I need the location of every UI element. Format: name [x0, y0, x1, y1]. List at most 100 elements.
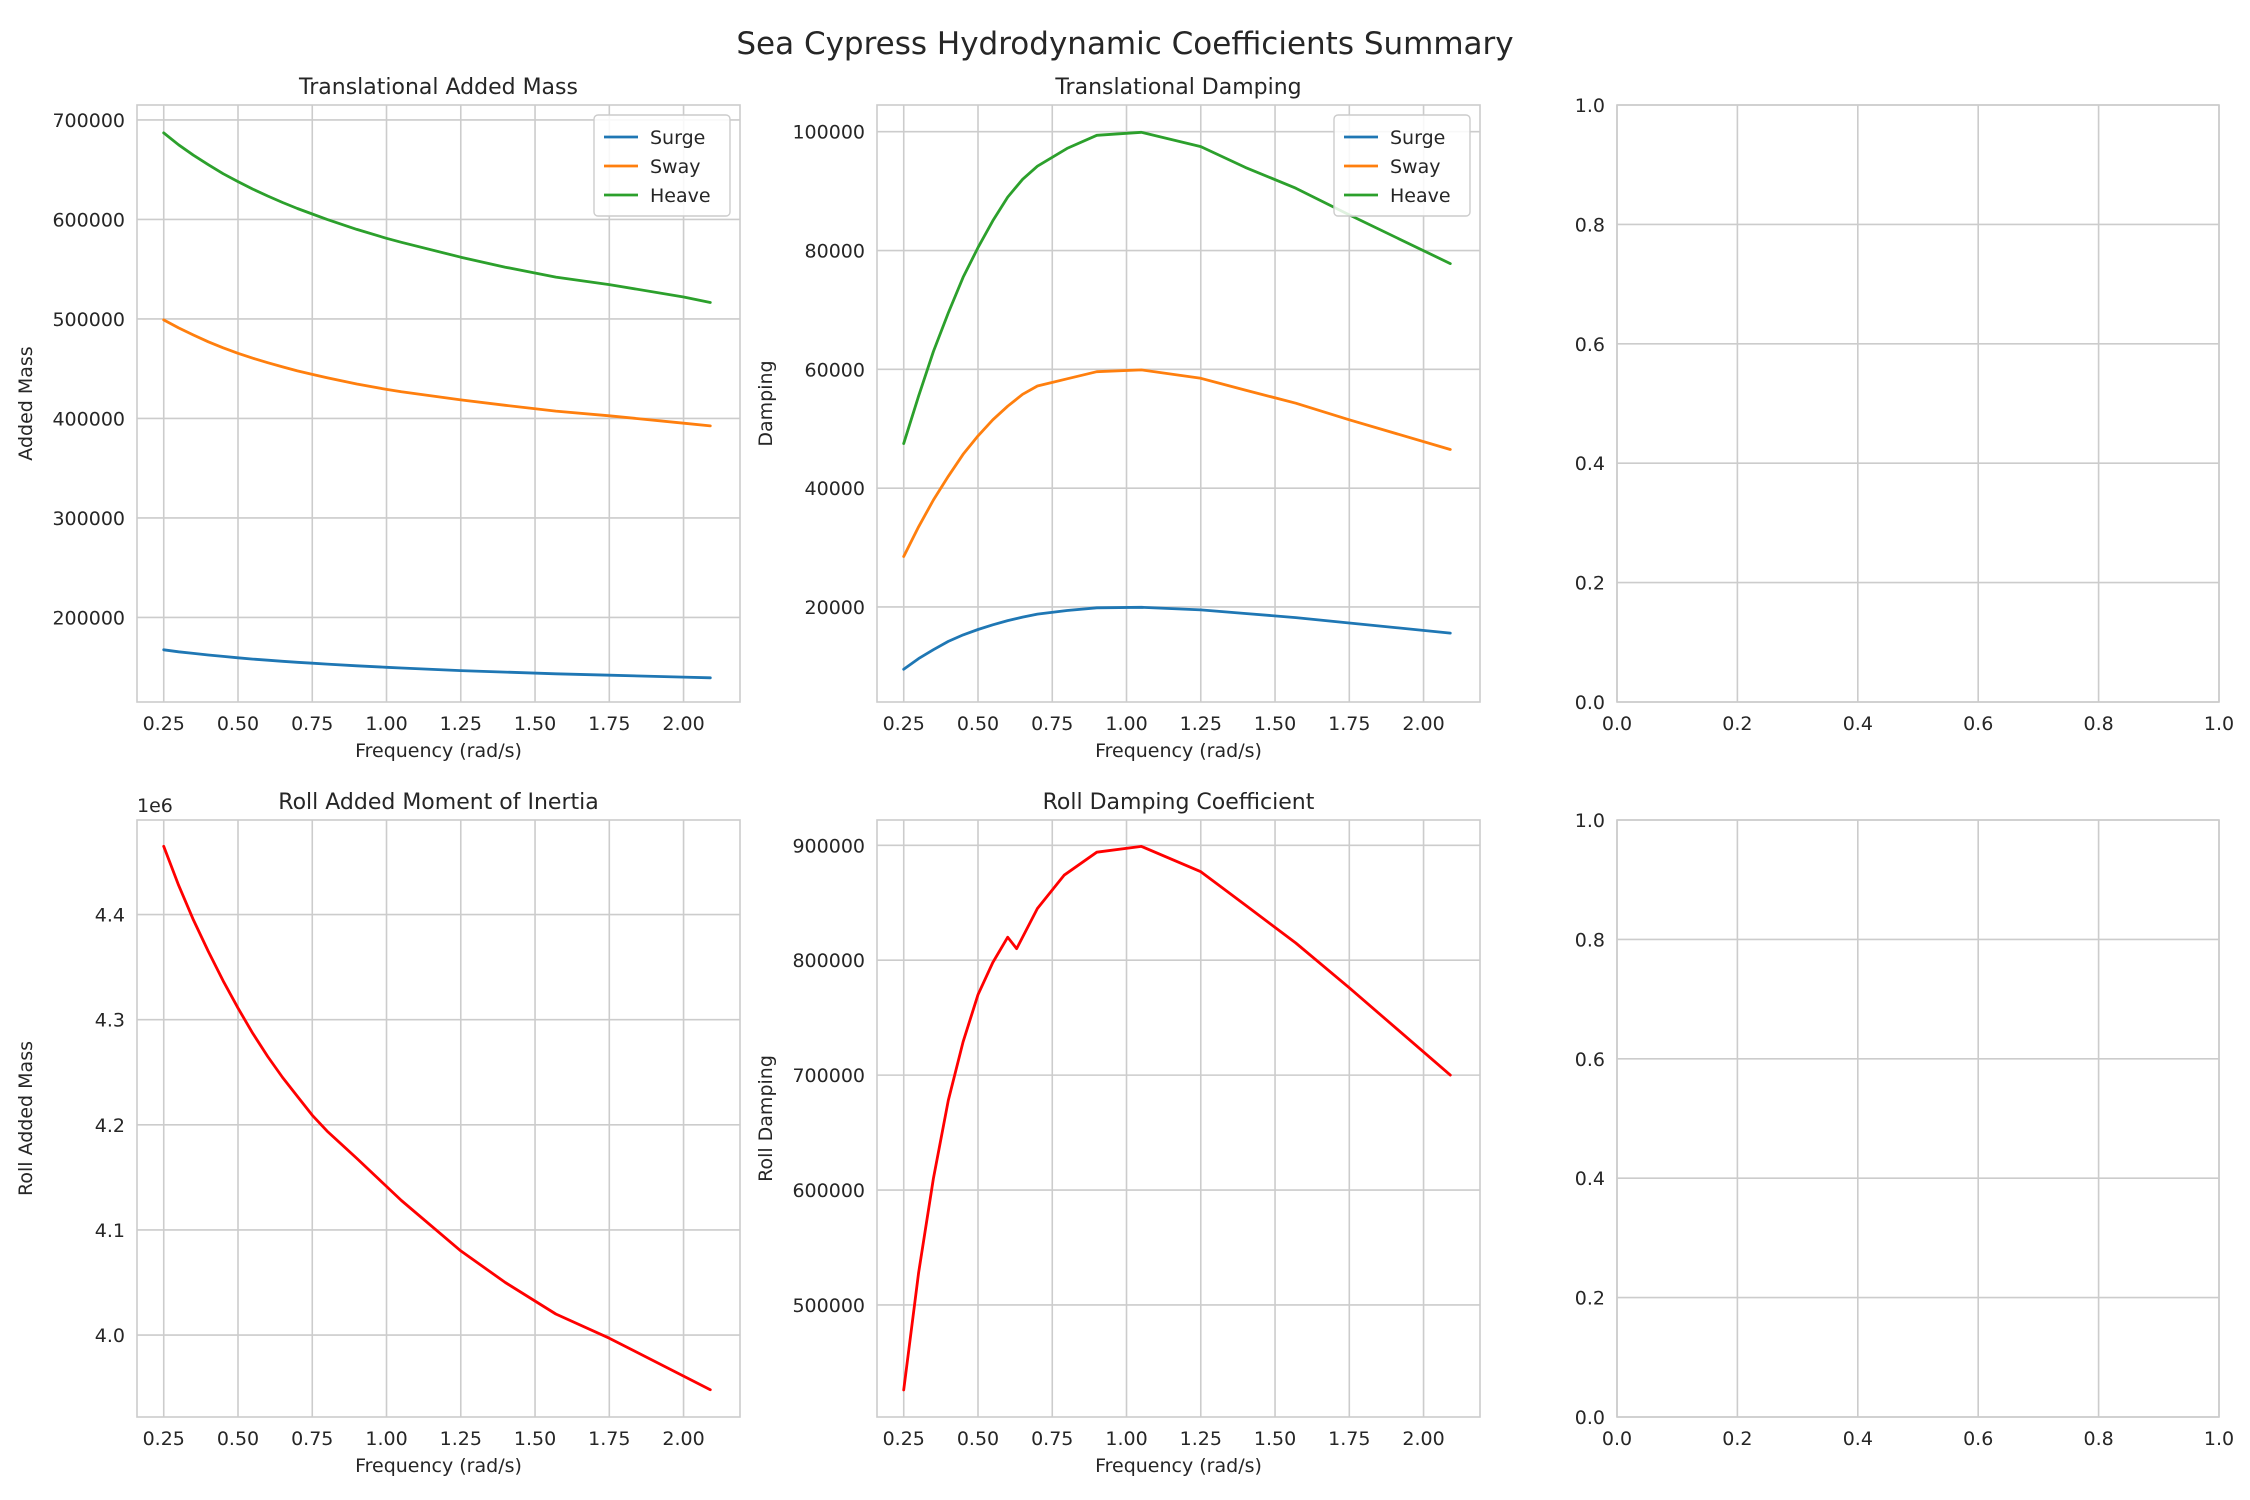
- chart-0-x-tick-label-7: 2.00: [662, 713, 704, 735]
- chart-4-x-tick-label-2: 0.4: [1843, 713, 1873, 735]
- chart-1-x-tick-label-3: 1.00: [1105, 713, 1147, 735]
- chart-5-x-tick-label-4: 0.8: [2083, 1428, 2113, 1450]
- chart-3-x-tick-label-3: 1.00: [1105, 1428, 1147, 1450]
- chart-5-y-tick-label-0: 0.0: [1575, 1407, 1605, 1429]
- chart-5-y-tick-label-5: 1.0: [1575, 810, 1605, 832]
- chart-3-x-tick-label-2: 0.75: [1031, 1428, 1073, 1450]
- chart-0-x-tick-label-6: 1.75: [588, 713, 630, 735]
- chart-0-legend: Surge Sway Heave: [593, 114, 731, 217]
- chart-4-y-tick-label-3: 0.6: [1575, 334, 1605, 356]
- chart-1-y-tick-label-3: 80000: [805, 241, 865, 263]
- chart-3-y-tick-label-2: 700000: [792, 1065, 865, 1087]
- chart-1-x-tick-label-5: 1.50: [1254, 713, 1296, 735]
- chart-3-x-axis-label: Frequency (rad/s): [1095, 1455, 1262, 1477]
- chart-0-y-tick-label-2: 400000: [52, 408, 125, 430]
- chart-3-x-tick-label-7: 2.00: [1402, 1428, 1444, 1450]
- chart-4-x-tick-label-3: 0.6: [1963, 713, 1993, 735]
- chart-1-legend: Surge Sway Heave: [1333, 114, 1471, 217]
- chart-2-y-axis-label: Roll Added Mass: [15, 1041, 37, 1196]
- chart-5-x-tick-label-2: 0.4: [1843, 1428, 1873, 1450]
- chart-2-x-tick-label-6: 1.75: [588, 1428, 630, 1450]
- chart-5-bottom-right-axes: 0.0 0.2 0.4 0.6 0.8 1.0 0.0 0.2 0.4 0.6 0.8 1.0: [1575, 810, 2234, 1450]
- chart-0-x-axis-label: Frequency (rad/s): [355, 740, 522, 762]
- chart-4-y-tick-label-4: 0.8: [1575, 214, 1605, 236]
- chart-5-frame: [1616, 819, 2220, 1418]
- chart-3-y-tick-label-1: 600000: [792, 1180, 865, 1202]
- chart-2-x-tick-label-2: 0.75: [291, 1428, 333, 1450]
- chart-5-x-tick-label-5: 1.0: [2204, 1428, 2234, 1450]
- chart-4-x-tick-label-1: 0.2: [1722, 713, 1752, 735]
- chart-5-plot-area: [1617, 820, 2219, 1417]
- chart-1-x-tick-label-6: 1.75: [1328, 713, 1370, 735]
- chart-0-top-left-axes: 0.25 0.50 0.75 1.00 1.25 1.50 1.75 2.00 200000 30…: [15, 75, 741, 762]
- chart-2-plot-area: [137, 820, 740, 1417]
- chart-5-y-tick-label-1: 0.2: [1575, 1288, 1605, 1310]
- chart-5-x-tick-label-0: 0.0: [1602, 1428, 1632, 1450]
- chart-2-x-tick-label-7: 2.00: [662, 1428, 704, 1450]
- chart-0-x-tick-label-0: 0.25: [143, 713, 185, 735]
- chart-1-series-line-sway: [902, 368, 1452, 558]
- chart-5-x-tick-label-3: 0.6: [1963, 1428, 1993, 1450]
- chart-0-legend-label-heave: Heave: [650, 185, 711, 207]
- chart-0-y-tick-label-0: 200000: [52, 607, 125, 629]
- chart-0-y-tick-label-3: 500000: [52, 309, 125, 331]
- chart-1-x-tick-label-2: 0.75: [1031, 713, 1073, 735]
- chart-2-x-tick-label-0: 0.25: [143, 1428, 185, 1450]
- chart-3-x-tick-label-0: 0.25: [883, 1428, 925, 1450]
- chart-2-y-tick-label-2: 4.2: [95, 1115, 125, 1137]
- chart-0-y-tick-label-4: 600000: [52, 209, 125, 231]
- chart-1-legend-label-heave: Heave: [1390, 185, 1451, 207]
- chart-3-bottom-middle-axes: 0.25 0.50 0.75 1.00 1.25 1.50 1.75 2.00 500000 60…: [755, 790, 1481, 1477]
- chart-3-y-axis-label: Roll Damping: [755, 1055, 777, 1182]
- chart-0-title: Translational Added Mass: [298, 75, 578, 100]
- chart-3-x-tick-label-5: 1.50: [1254, 1428, 1296, 1450]
- chart-4-frame: [1616, 104, 2220, 703]
- chart-1-x-tick-label-1: 0.50: [957, 713, 999, 735]
- chart-2-y-tick-label-3: 4.3: [95, 1010, 125, 1032]
- chart-2-x-tick-label-5: 1.50: [514, 1428, 556, 1450]
- chart-4-x-tick-label-0: 0.0: [1602, 713, 1632, 735]
- chart-2-offset-text: 1e6: [137, 795, 173, 817]
- chart-2-y-tick-label-0: 4.0: [95, 1325, 125, 1347]
- chart-3-x-tick-label-1: 0.50: [957, 1428, 999, 1450]
- chart-3-y-tick-label-3: 800000: [792, 950, 865, 972]
- chart-4-top-right-axes: 0.0 0.2 0.4 0.6 0.8 1.0 0.0 0.2 0.4 0.6 0.8 1.0: [1575, 95, 2234, 735]
- chart-3-x-tick-label-6: 1.75: [1328, 1428, 1370, 1450]
- chart-2-series-line-0: [162, 844, 712, 1392]
- chart-4-y-tick-label-0: 0.0: [1575, 692, 1605, 714]
- chart-1-series-line-surge: [902, 605, 1452, 671]
- chart-1-series-line-heave: [902, 130, 1452, 446]
- chart-1-y-tick-label-1: 40000: [805, 478, 865, 500]
- chart-1-x-tick-label-7: 2.00: [1402, 713, 1444, 735]
- chart-1-y-tick-label-2: 60000: [805, 359, 865, 381]
- chart-2-title: Roll Added Moment of Inertia: [278, 790, 598, 815]
- chart-0-x-tick-label-5: 1.50: [514, 713, 556, 735]
- chart-0-x-tick-label-2: 0.75: [291, 713, 333, 735]
- chart-3-y-tick-label-0: 500000: [792, 1295, 865, 1317]
- chart-0-y-axis-label: Added Mass: [15, 346, 37, 460]
- chart-0-series-line-surge: [162, 648, 712, 680]
- chart-1-top-middle-axes: 0.25 0.50 0.75 1.00 1.25 1.50 1.75 2.00 20000 400…: [755, 75, 1481, 762]
- chart-2-x-tick-label-3: 1.00: [365, 1428, 407, 1450]
- chart-5-y-tick-label-2: 0.4: [1575, 1168, 1605, 1190]
- chart-4-plot-area: [1617, 105, 2219, 702]
- chart-0-x-tick-label-4: 1.25: [440, 713, 482, 735]
- chart-0-x-tick-label-3: 1.00: [365, 713, 407, 735]
- chart-0-series-line-sway: [162, 318, 712, 428]
- chart-1-x-tick-label-4: 1.25: [1180, 713, 1222, 735]
- chart-0-legend-label-surge: Surge: [650, 127, 705, 149]
- chart-0-legend-label-sway: Sway: [650, 156, 701, 178]
- chart-1-x-tick-label-0: 0.25: [883, 713, 925, 735]
- chart-5-x-tick-label-1: 0.2: [1722, 1428, 1752, 1450]
- figure-title: Sea Cypress Hydrodynamic Coefficients Su…: [736, 26, 1513, 62]
- chart-4-y-tick-label-2: 0.4: [1575, 453, 1605, 475]
- chart-1-y-tick-label-0: 20000: [805, 597, 865, 619]
- chart-4-x-tick-label-4: 0.8: [2083, 713, 2113, 735]
- chart-1-legend-box: [1333, 114, 1471, 217]
- chart-5-y-tick-label-4: 0.8: [1575, 929, 1605, 951]
- chart-4-y-tick-label-5: 1.0: [1575, 95, 1605, 117]
- chart-3-x-tick-label-4: 1.25: [1180, 1428, 1222, 1450]
- chart-1-legend-label-surge: Surge: [1390, 127, 1445, 149]
- chart-3-y-tick-label-4: 900000: [792, 835, 865, 857]
- chart-4-y-tick-label-1: 0.2: [1575, 573, 1605, 595]
